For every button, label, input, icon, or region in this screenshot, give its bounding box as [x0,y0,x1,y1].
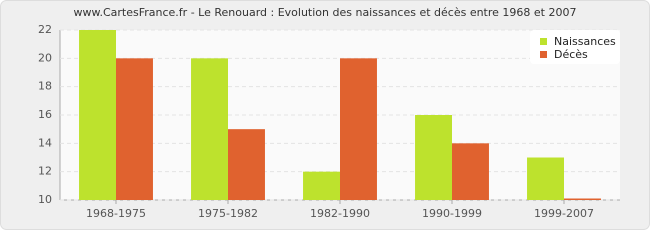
y-tick-label: 22 [38,23,52,36]
bar [303,171,340,200]
bar [79,30,116,200]
legend-swatch [540,38,547,45]
y-tick-label: 10 [38,193,52,206]
bar [116,58,153,201]
y-tick-label: 14 [38,136,52,149]
bar [564,198,601,200]
legend-box [530,30,620,64]
bar [340,58,377,201]
legend-label: Naissances [554,35,616,48]
legend-label: Décès [554,48,588,61]
y-tick-label: 18 [38,80,52,93]
bar [415,115,452,200]
x-tick-label: 1999-2007 [534,207,594,220]
chart-title: www.CartesFrance.fr - Le Renouard : Evol… [74,6,577,19]
x-tick-label: 1982-1990 [310,207,370,220]
x-tick-label: 1975-1982 [198,207,258,220]
x-tick-label: 1990-1999 [422,207,482,220]
bar [228,129,265,200]
bar [191,58,228,201]
legend-swatch [540,51,547,58]
y-tick-label: 20 [38,51,52,64]
bar [527,157,564,200]
y-tick-label: 12 [38,165,52,178]
chart: www.CartesFrance.fr - Le Renouard : Evol… [0,0,650,230]
x-tick-label: 1968-1975 [86,207,146,220]
y-tick-label: 16 [38,108,52,121]
bar [452,143,489,200]
